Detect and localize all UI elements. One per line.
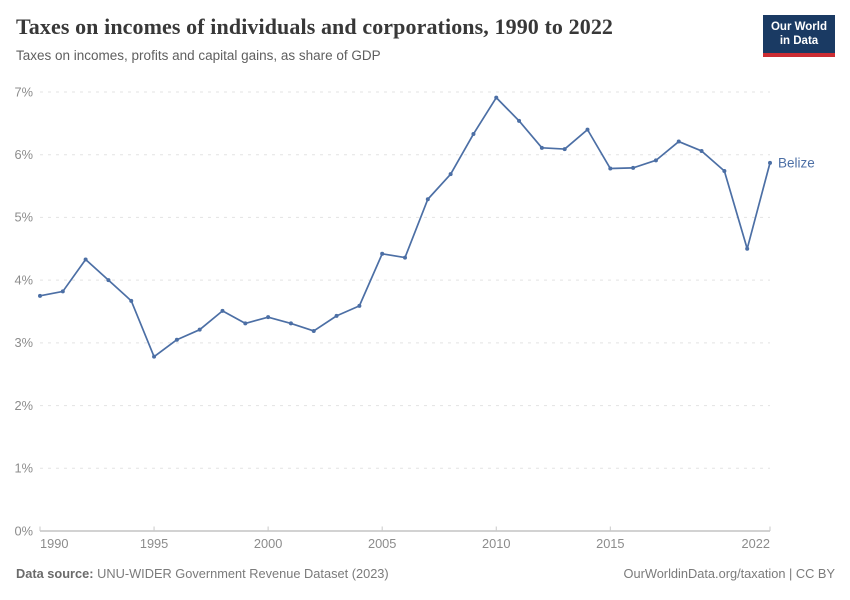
data-point[interactable] [768, 160, 772, 165]
x-axis-tick-label: 1995 [140, 536, 168, 551]
x-axis-tick-label: 2000 [254, 536, 282, 551]
data-point[interactable] [197, 327, 202, 332]
y-axis-tick-label: 0% [15, 523, 34, 538]
y-axis-tick-label: 3% [15, 335, 34, 350]
owid-logo: Our World in Data [763, 15, 835, 57]
data-point[interactable] [60, 289, 65, 294]
data-point[interactable] [722, 169, 727, 174]
x-axis-tick-label: 2010 [482, 536, 510, 551]
series-label[interactable]: Belize [778, 155, 815, 170]
data-point[interactable] [38, 293, 42, 298]
data-point[interactable] [699, 148, 704, 153]
data-point[interactable] [539, 145, 544, 150]
data-point[interactable] [152, 354, 157, 359]
y-axis-tick-label: 1% [15, 461, 34, 476]
data-point[interactable] [448, 172, 453, 177]
data-point[interactable] [471, 132, 476, 137]
data-source-label: Data source: [16, 566, 94, 581]
y-axis-tick-label: 5% [15, 210, 34, 225]
data-point[interactable] [403, 255, 407, 260]
data-point[interactable] [220, 308, 225, 313]
data-line[interactable] [39, 96, 771, 358]
data-point[interactable] [106, 278, 111, 283]
x-axis-tick-label: 2015 [596, 536, 624, 551]
y-axis-tick-label: 4% [15, 272, 34, 287]
chart-header: Taxes on incomes of individuals and corp… [16, 14, 750, 63]
data-point[interactable] [174, 337, 179, 342]
owid-logo-line2: in Data [779, 35, 819, 48]
data-point[interactable] [585, 127, 590, 132]
chart-title: Taxes on incomes of individuals and corp… [16, 14, 614, 39]
data-point[interactable] [631, 165, 636, 170]
owid-logo-line1: Our World [770, 21, 827, 33]
x-axis-tick-label: 1990 [40, 536, 68, 551]
data-point[interactable] [425, 197, 430, 202]
x-axis-tick-label: 2005 [368, 536, 396, 551]
data-point[interactable] [83, 257, 88, 262]
data-point[interactable] [653, 158, 658, 163]
data-point[interactable] [357, 303, 362, 308]
data-point[interactable] [608, 166, 613, 171]
y-axis-tick-label: 7% [15, 84, 34, 99]
data-source: Data source: UNU-WIDER Government Revenu… [16, 566, 389, 581]
data-point[interactable] [243, 321, 248, 326]
data-point[interactable] [334, 313, 339, 318]
owid-license-link[interactable]: OurWorldinData.org/taxation | CC BY [623, 566, 835, 581]
data-point[interactable] [517, 118, 522, 123]
data-point[interactable] [266, 315, 271, 320]
data-point[interactable] [494, 95, 499, 100]
data-point[interactable] [380, 251, 385, 256]
data-point[interactable] [562, 147, 567, 152]
y-axis-tick-label: 6% [15, 147, 34, 162]
data-point[interactable] [311, 328, 316, 333]
chart-footer: Data source: UNU-WIDER Government Revenu… [16, 566, 835, 581]
x-axis-tick-label: 2022 [742, 536, 770, 551]
y-axis-tick-label: 2% [15, 398, 34, 413]
data-point[interactable] [288, 321, 293, 326]
data-point[interactable] [745, 246, 750, 251]
data-source-text: UNU-WIDER Government Revenue Dataset (20… [97, 566, 389, 581]
data-point[interactable] [676, 139, 681, 144]
data-point[interactable] [129, 298, 134, 303]
chart-subtitle: Taxes on incomes, profits and capital ga… [16, 48, 381, 64]
